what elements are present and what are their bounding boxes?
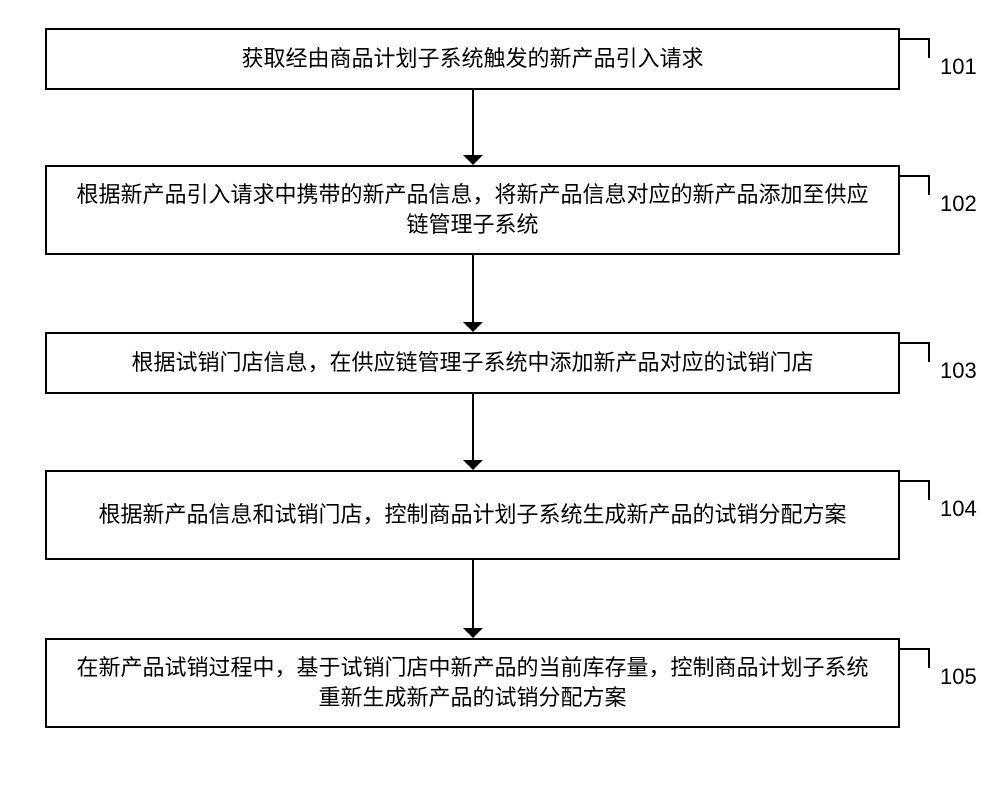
callout-line (900, 175, 930, 177)
flow-arrow (472, 394, 474, 460)
flow-node-text: 在新产品试销过程中，基于试销门店中新产品的当前库存量，控制商品计划子系统重新生成… (71, 653, 874, 712)
flow-node-n3: 根据试销门店信息，在供应链管理子系统中添加新产品对应的试销门店 (45, 332, 900, 394)
arrow-head-icon (463, 628, 483, 638)
step-label-105: 105 (940, 664, 977, 690)
step-label-101: 101 (940, 54, 977, 80)
flow-node-text: 获取经由商品计划子系统触发的新产品引入请求 (241, 44, 703, 74)
callout-line (900, 648, 930, 650)
arrow-head-icon (463, 155, 483, 165)
flow-node-n2: 根据新产品引入请求中携带的新产品信息，将新产品信息对应的新产品添加至供应链管理子… (45, 165, 900, 255)
callout-line (928, 175, 930, 195)
step-label-103: 103 (940, 358, 977, 384)
flow-arrow (472, 255, 474, 322)
flow-node-n5: 在新产品试销过程中，基于试销门店中新产品的当前库存量，控制商品计划子系统重新生成… (45, 638, 900, 728)
arrow-head-icon (463, 460, 483, 470)
flow-arrow (472, 560, 474, 628)
callout-line (900, 342, 930, 344)
flow-node-text: 根据新产品引入请求中携带的新产品信息，将新产品信息对应的新产品添加至供应链管理子… (71, 180, 874, 239)
step-label-102: 102 (940, 191, 977, 217)
flow-arrow (472, 90, 474, 155)
flow-node-n1: 获取经由商品计划子系统触发的新产品引入请求 (45, 28, 900, 90)
callout-line (928, 480, 930, 500)
flow-node-text: 根据新产品信息和试销门店，控制商品计划子系统生成新产品的试销分配方案 (98, 500, 846, 530)
callout-line (928, 648, 930, 668)
callout-line (928, 38, 930, 58)
arrow-head-icon (463, 322, 483, 332)
flowchart-canvas: 获取经由商品计划子系统触发的新产品引入请求 101 根据新产品引入请求中携带的新产品… (0, 0, 1000, 791)
callout-line (900, 38, 930, 40)
callout-line (928, 342, 930, 362)
flow-node-text: 根据试销门店信息，在供应链管理子系统中添加新产品对应的试销门店 (131, 348, 813, 378)
flow-node-n4: 根据新产品信息和试销门店，控制商品计划子系统生成新产品的试销分配方案 (45, 470, 900, 560)
step-label-104: 104 (940, 496, 977, 522)
callout-line (900, 480, 930, 482)
